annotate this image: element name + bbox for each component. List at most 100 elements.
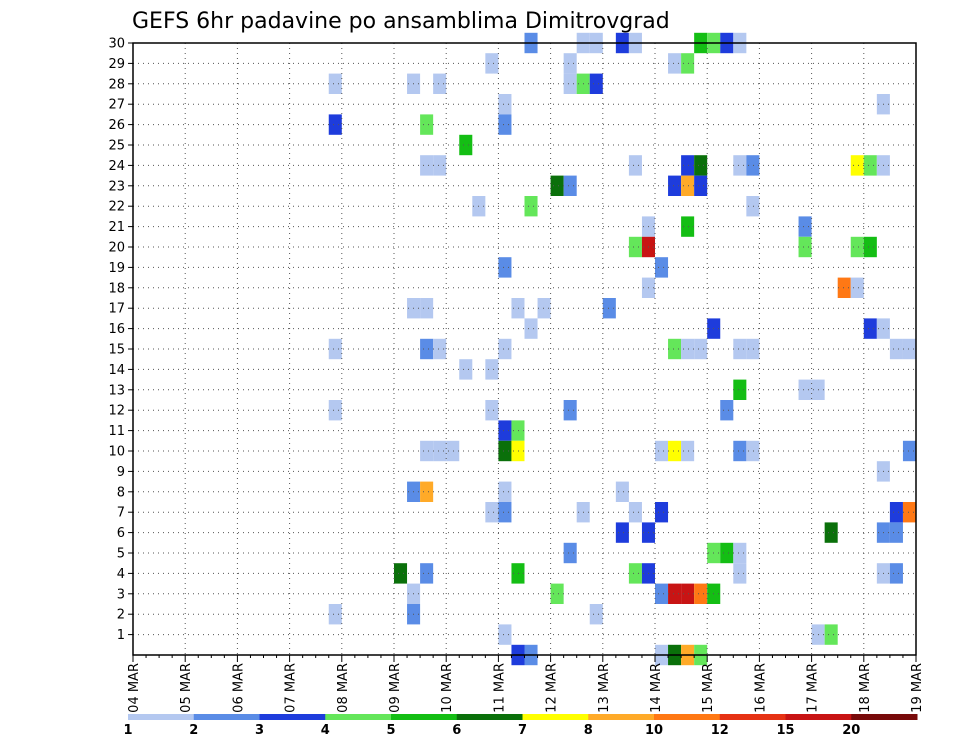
y-tick-label: 16 bbox=[108, 322, 125, 337]
x-tick-label: 05 MAR bbox=[179, 663, 194, 713]
y-tick-label: 10 bbox=[108, 445, 125, 460]
y-tick-label: 2 bbox=[117, 608, 125, 623]
precip-cell bbox=[746, 155, 760, 176]
precip-cell bbox=[420, 481, 434, 502]
precip-cell bbox=[563, 175, 577, 196]
colorbar-swatch bbox=[522, 714, 589, 720]
y-tick-label: 25 bbox=[108, 139, 125, 154]
precip-cell bbox=[746, 196, 760, 217]
y-tick-label: 11 bbox=[108, 424, 125, 439]
colorbar-swatch bbox=[391, 714, 458, 720]
precip-cell bbox=[485, 400, 499, 421]
precip-cell bbox=[524, 196, 538, 217]
x-tick-label: 19 MAR bbox=[910, 663, 925, 713]
colorbar-swatch bbox=[259, 714, 326, 720]
colorbar-swatch bbox=[128, 714, 195, 720]
precip-cell bbox=[498, 440, 512, 462]
precip-cell bbox=[615, 481, 629, 502]
y-tick-label: 14 bbox=[108, 363, 125, 378]
colorbar-label: 12 bbox=[711, 723, 729, 738]
y-tick-label: 17 bbox=[108, 302, 125, 317]
precip-cell bbox=[537, 298, 551, 319]
precip-cell bbox=[694, 583, 708, 604]
x-tick-label: 13 MAR bbox=[597, 663, 612, 713]
y-tick-label: 21 bbox=[108, 220, 125, 235]
precip-cell bbox=[863, 155, 877, 176]
precip-cell bbox=[889, 522, 903, 543]
precip-cell bbox=[628, 236, 642, 258]
grid bbox=[133, 43, 916, 655]
precip-cell bbox=[655, 257, 669, 278]
precip-cell bbox=[681, 175, 695, 196]
precip-cell bbox=[328, 400, 342, 421]
y-tick-label: 7 bbox=[117, 506, 125, 521]
precip-cell bbox=[498, 481, 512, 502]
colorbar-label: 20 bbox=[842, 723, 860, 738]
precip-cell bbox=[498, 257, 512, 278]
colorbar-swatch bbox=[193, 714, 260, 720]
precip-cell bbox=[733, 338, 747, 360]
precip-cell bbox=[798, 379, 812, 400]
precip-cell bbox=[459, 134, 473, 156]
colorbar-label: 4 bbox=[321, 723, 330, 738]
precip-cell bbox=[850, 155, 864, 176]
precip-cell bbox=[446, 440, 460, 462]
y-tick-label: 5 bbox=[117, 547, 125, 562]
x-tick-label: 07 MAR bbox=[284, 663, 299, 713]
y-tick-label: 23 bbox=[108, 179, 125, 194]
x-tick-label: 06 MAR bbox=[231, 663, 246, 713]
precip-cell bbox=[433, 338, 447, 360]
precip-cells bbox=[328, 32, 916, 666]
x-axis: 04 MAR 05 MAR 06 MAR 07 MAR 08 MAR 09 MAR 10 M… bbox=[127, 655, 925, 713]
precip-cell bbox=[498, 502, 512, 523]
y-tick-label: 20 bbox=[108, 241, 125, 256]
colorbar-swatch bbox=[719, 714, 786, 720]
x-tick-label: 17 MAR bbox=[806, 663, 821, 713]
colorbar-swatch bbox=[456, 714, 523, 720]
colorbar: 1 2 3 4 5 6 7 8 10 12 15 20 bbox=[123, 714, 918, 738]
precip-cell bbox=[563, 73, 577, 94]
x-tick-label: 18 MAR bbox=[858, 663, 873, 713]
x-tick-label: 15 MAR bbox=[701, 663, 716, 713]
precip-cell bbox=[681, 53, 695, 74]
precip-cell bbox=[850, 277, 864, 298]
precip-cell bbox=[589, 73, 603, 94]
x-tick-label: 04 MAR bbox=[127, 663, 142, 713]
y-tick-label: 29 bbox=[108, 57, 125, 72]
precip-cell bbox=[628, 502, 642, 523]
precip-cell bbox=[498, 624, 512, 645]
x-tick-label: 16 MAR bbox=[753, 663, 768, 713]
colorbar-label: 7 bbox=[518, 723, 527, 738]
precip-cell bbox=[733, 379, 747, 400]
precip-cell bbox=[328, 604, 342, 625]
precip-cell bbox=[655, 440, 669, 462]
precip-cell bbox=[511, 420, 525, 441]
precip-cell bbox=[420, 155, 434, 176]
precip-cell bbox=[733, 563, 747, 584]
precip-cell bbox=[589, 604, 603, 625]
colorbar-swatch bbox=[785, 714, 852, 720]
precip-cell bbox=[655, 583, 669, 604]
x-tick-label: 14 MAR bbox=[649, 663, 664, 713]
precip-cell bbox=[550, 175, 564, 196]
precip-cell bbox=[328, 114, 342, 135]
precip-cell bbox=[889, 338, 903, 360]
y-tick-label: 9 bbox=[117, 465, 125, 480]
precip-cell bbox=[798, 216, 812, 237]
y-tick-label: 6 bbox=[117, 526, 125, 541]
precip-cell bbox=[733, 542, 747, 564]
colorbar-swatch bbox=[588, 714, 655, 720]
precip-cell bbox=[668, 338, 682, 360]
y-tick-label: 13 bbox=[108, 383, 125, 398]
x-tick-label: 11 MAR bbox=[492, 663, 507, 713]
colorbar-swatch bbox=[851, 714, 918, 720]
colorbar-label: 8 bbox=[584, 723, 593, 738]
precip-cell bbox=[902, 338, 916, 360]
precip-cell bbox=[328, 338, 342, 360]
precip-cell bbox=[420, 114, 434, 135]
precip-cell bbox=[420, 338, 434, 360]
y-tick-label: 3 bbox=[117, 587, 125, 602]
precip-cell bbox=[837, 277, 851, 298]
x-tick-label: 09 MAR bbox=[388, 663, 403, 713]
